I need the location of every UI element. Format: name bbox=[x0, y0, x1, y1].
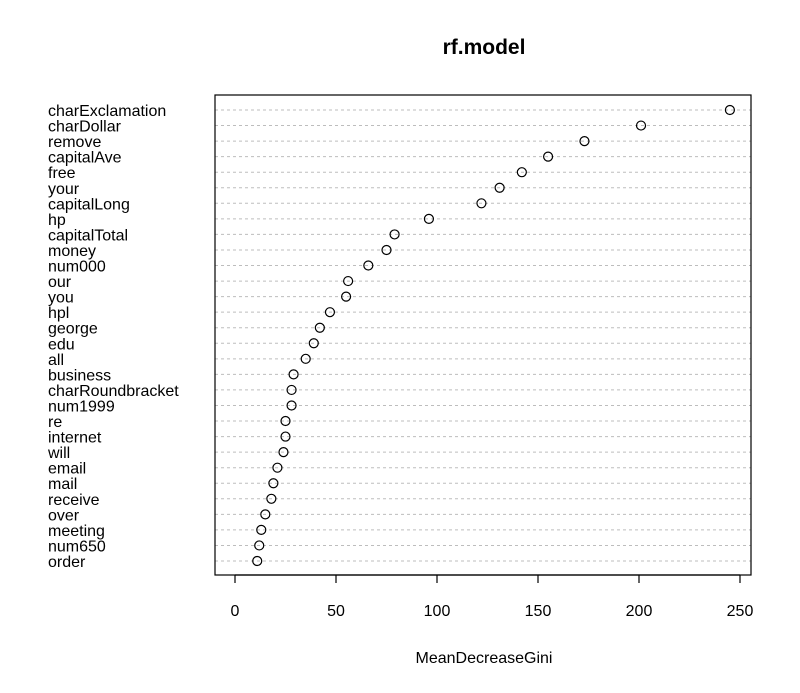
data-point bbox=[579, 136, 590, 147]
data-point bbox=[343, 275, 354, 287]
data-point bbox=[363, 260, 374, 271]
category-label: capitalAve bbox=[48, 150, 122, 167]
category-label: order bbox=[48, 554, 86, 571]
data-point bbox=[286, 400, 297, 411]
category-label: num1999 bbox=[48, 398, 115, 415]
data-point bbox=[494, 182, 505, 193]
category-label: business bbox=[48, 367, 111, 384]
category-label: internet bbox=[48, 430, 102, 447]
data-point bbox=[341, 291, 352, 302]
category-label: receive bbox=[48, 492, 100, 509]
data-point bbox=[256, 524, 267, 535]
data-point bbox=[288, 369, 299, 380]
category-label: remove bbox=[48, 134, 101, 151]
category-label: charDollar bbox=[48, 119, 122, 136]
category-label: charExclamation bbox=[48, 103, 166, 120]
category-labels: charExclamationcharDollarremovecapitalAv… bbox=[47, 103, 179, 571]
data-point bbox=[272, 462, 283, 473]
chart-title: rf.model bbox=[443, 36, 526, 59]
x-tick-label: 0 bbox=[231, 603, 240, 620]
guide-lines bbox=[215, 109, 751, 562]
x-tick-label: 250 bbox=[727, 603, 754, 620]
data-point bbox=[280, 431, 291, 442]
x-axis: 0 50 100 150 200 250 bbox=[231, 574, 754, 620]
x-tick-label: 50 bbox=[327, 603, 345, 620]
category-label: edu bbox=[48, 336, 75, 353]
data-point bbox=[389, 229, 400, 240]
category-label: our bbox=[48, 274, 72, 291]
category-label: re bbox=[48, 414, 62, 431]
data-point bbox=[423, 213, 435, 224]
category-label: money bbox=[48, 243, 96, 260]
data-point bbox=[724, 104, 736, 116]
category-label: capitalTotal bbox=[48, 227, 128, 244]
category-label: will bbox=[47, 445, 70, 462]
data-point bbox=[542, 151, 554, 162]
category-label: num000 bbox=[48, 259, 106, 276]
category-label: email bbox=[48, 461, 86, 478]
category-label: capitalLong bbox=[48, 196, 130, 213]
category-label: charRoundbracket bbox=[48, 383, 179, 400]
category-label: hpl bbox=[48, 305, 69, 322]
category-label: over bbox=[48, 507, 80, 524]
x-tick-label: 150 bbox=[525, 603, 552, 620]
data-point bbox=[314, 322, 325, 333]
data-point bbox=[266, 493, 277, 504]
data-point bbox=[635, 120, 647, 131]
category-label: all bbox=[48, 352, 64, 369]
category-label: hp bbox=[48, 212, 66, 229]
category-label: your bbox=[48, 181, 80, 198]
category-label: you bbox=[48, 290, 74, 307]
category-label: num650 bbox=[48, 538, 106, 555]
data-point bbox=[268, 478, 279, 489]
category-label: george bbox=[48, 321, 98, 338]
x-tick-label: 100 bbox=[424, 603, 451, 620]
data-point bbox=[300, 353, 311, 364]
data-point bbox=[260, 509, 271, 520]
data-point bbox=[252, 555, 263, 567]
data-points bbox=[252, 104, 736, 567]
data-point bbox=[324, 307, 336, 318]
plot-frame bbox=[214, 94, 752, 576]
data-point bbox=[476, 198, 487, 209]
data-point bbox=[381, 244, 392, 256]
data-point bbox=[308, 338, 319, 349]
category-label: meeting bbox=[48, 523, 105, 540]
category-label: free bbox=[48, 165, 76, 182]
data-point bbox=[286, 384, 297, 396]
x-tick-label: 200 bbox=[626, 603, 653, 620]
data-point bbox=[516, 167, 527, 178]
data-point bbox=[280, 415, 291, 427]
data-point bbox=[278, 447, 289, 458]
data-point bbox=[254, 540, 265, 551]
x-axis-title: MeanDecreaseGini bbox=[416, 650, 553, 667]
category-label: mail bbox=[48, 476, 77, 493]
